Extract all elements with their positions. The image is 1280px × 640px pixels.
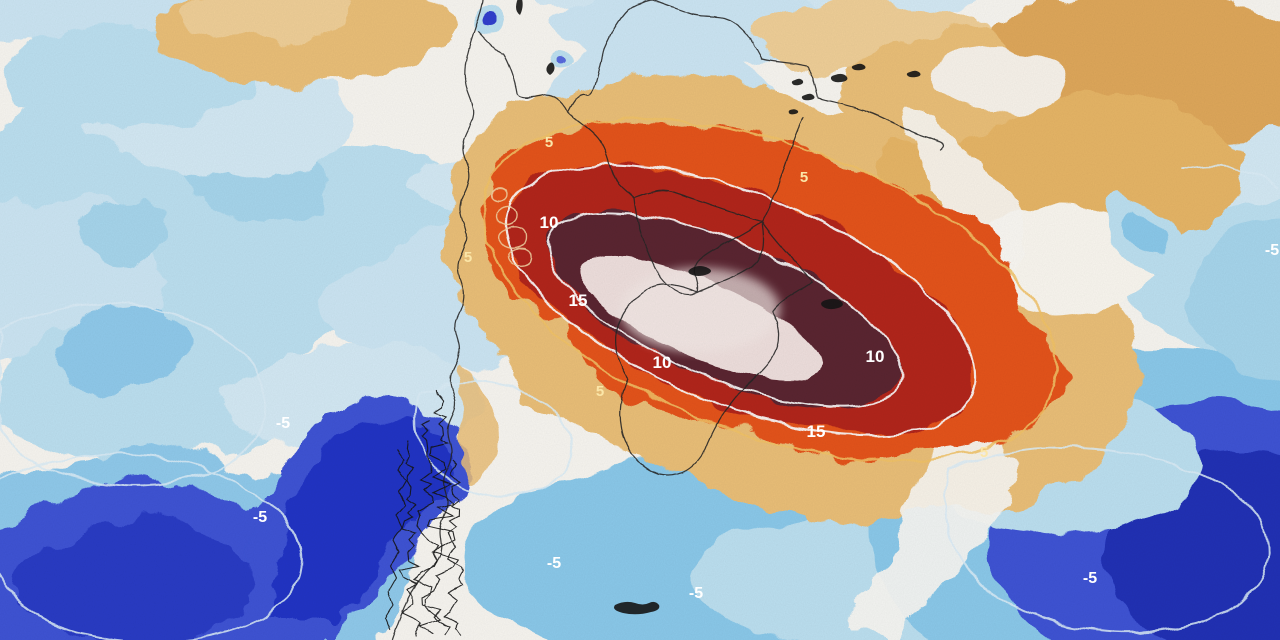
svg-text:-5: -5 (547, 555, 561, 572)
svg-text:5: 5 (800, 169, 808, 186)
svg-text:5: 5 (545, 134, 553, 151)
svg-text:-5: -5 (253, 509, 267, 526)
svg-text:-5: -5 (1265, 242, 1279, 259)
svg-text:-5: -5 (276, 415, 290, 432)
svg-text:15: 15 (807, 422, 826, 441)
svg-text:5: 5 (980, 444, 988, 461)
svg-text:15: 15 (569, 291, 588, 310)
svg-text:10: 10 (653, 353, 672, 372)
svg-text:5: 5 (596, 383, 604, 400)
svg-text:-5: -5 (689, 585, 703, 602)
svg-text:5: 5 (464, 249, 472, 266)
svg-text:10: 10 (540, 213, 559, 232)
svg-text:-5: -5 (1083, 570, 1097, 587)
svg-text:10: 10 (866, 347, 885, 366)
